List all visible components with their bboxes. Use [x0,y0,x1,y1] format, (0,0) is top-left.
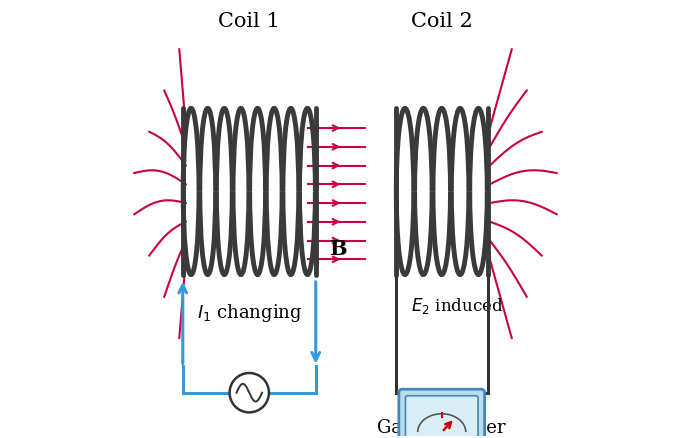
FancyBboxPatch shape [406,396,478,438]
FancyBboxPatch shape [399,389,484,438]
Text: Coil 2: Coil 2 [411,12,473,31]
Text: Galvanometer: Galvanometer [377,418,506,436]
Text: B: B [329,239,347,259]
Text: Coil 1: Coil 1 [218,12,281,31]
Circle shape [229,373,269,413]
Text: $E_2$ induced: $E_2$ induced [411,296,503,315]
Text: $I_1$ changing: $I_1$ changing [197,301,302,323]
